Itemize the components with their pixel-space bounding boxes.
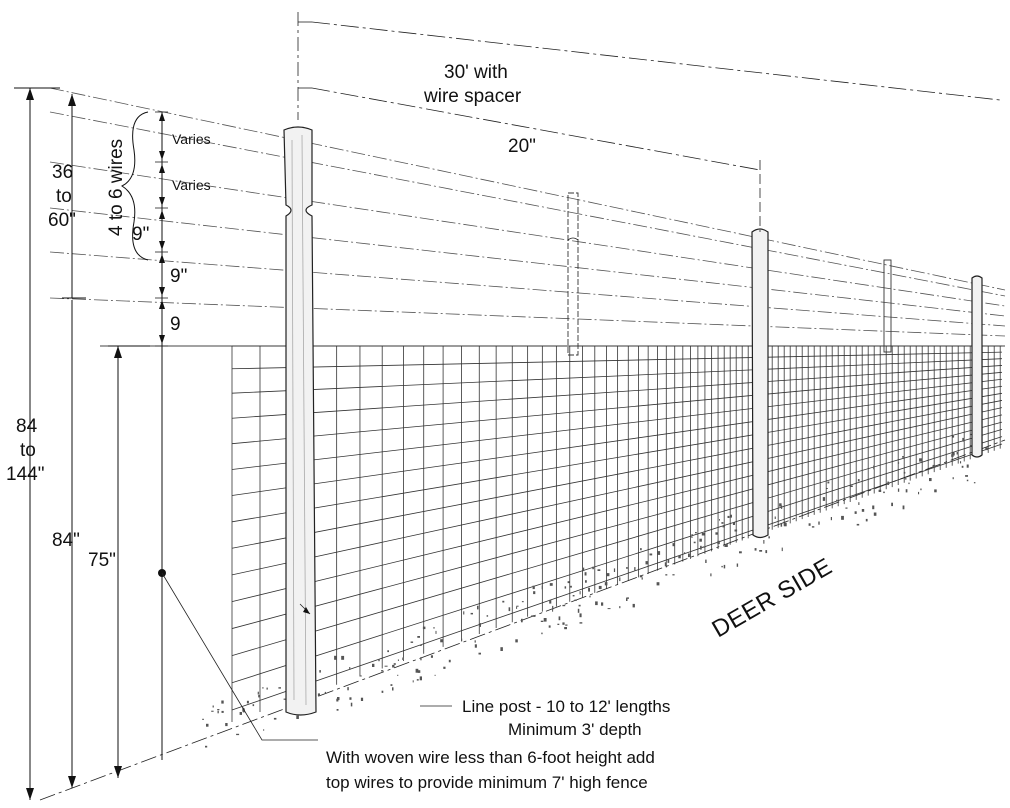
spacing-varies-1: Varies (172, 131, 211, 147)
outer-total-bot: 144" (6, 464, 44, 485)
top-wire (49, 297, 1006, 337)
wire-spacer-1 (567, 192, 579, 356)
post-spacing-dimension (297, 12, 1001, 232)
wire-spacer-2 (883, 259, 892, 353)
top-wires (49, 87, 1006, 347)
woven-wire-mesh (39, 345, 1006, 801)
line-post-second (751, 228, 769, 539)
line-post-note-2: Minimum 3' depth (508, 720, 642, 739)
line-post-note-1: Line post - 10 to 12' lengths (462, 697, 670, 716)
post-spacing-label-line2: wire spacer (423, 86, 522, 107)
top-section-mid: to (56, 186, 72, 207)
spacing-9-b: 9" (170, 266, 187, 287)
top-section-bot: 60" (48, 210, 76, 231)
line-post-third (971, 275, 983, 458)
post-spacing-label: 30' with (444, 62, 508, 83)
woven-wire-note-2: top wires to provide minimum 7' high fen… (326, 773, 648, 792)
woven-height-label: 75" (88, 550, 116, 571)
line-post-main (283, 126, 317, 716)
deer-side-label: DEER SIDE (708, 553, 837, 643)
spacing-varies-2: Varies (172, 177, 211, 193)
spacing-9-c: 9 (170, 314, 181, 335)
wire-count-label: 4 to 6 wires (106, 139, 127, 236)
outer-total-top: 84 (16, 416, 38, 437)
woven-wire-note-1: With woven wire less than 6-foot height … (326, 748, 655, 767)
top-section-top: 36 (52, 162, 73, 183)
top-wire (49, 251, 1006, 327)
woven-total-label: 84" (52, 530, 80, 551)
outer-total-mid: to (20, 440, 36, 461)
top-wire (49, 111, 1006, 297)
top-wire (49, 87, 1006, 291)
dimension-labels: 30' with wire spacer 20" Varies Varies 9… (6, 62, 837, 792)
spacer-spacing-label: 20" (508, 136, 536, 157)
height-dimensions (14, 87, 452, 800)
top-wire (49, 207, 1006, 317)
top-wire (49, 161, 1006, 307)
spacing-9-a: 9" (132, 224, 149, 245)
